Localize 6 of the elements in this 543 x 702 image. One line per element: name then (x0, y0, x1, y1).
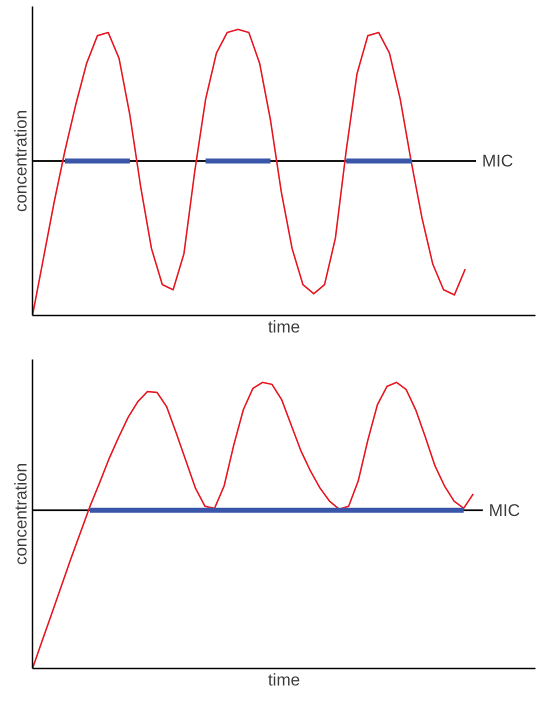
y-axis-title: concentration (12, 110, 30, 212)
y-axis-title: concentration (12, 462, 30, 566)
x-axis-title: time (268, 318, 300, 336)
ref-line-label: MIC (488, 500, 520, 520)
x-axis-title: time (268, 670, 300, 690)
ref-line-label: MIC (482, 152, 514, 170)
